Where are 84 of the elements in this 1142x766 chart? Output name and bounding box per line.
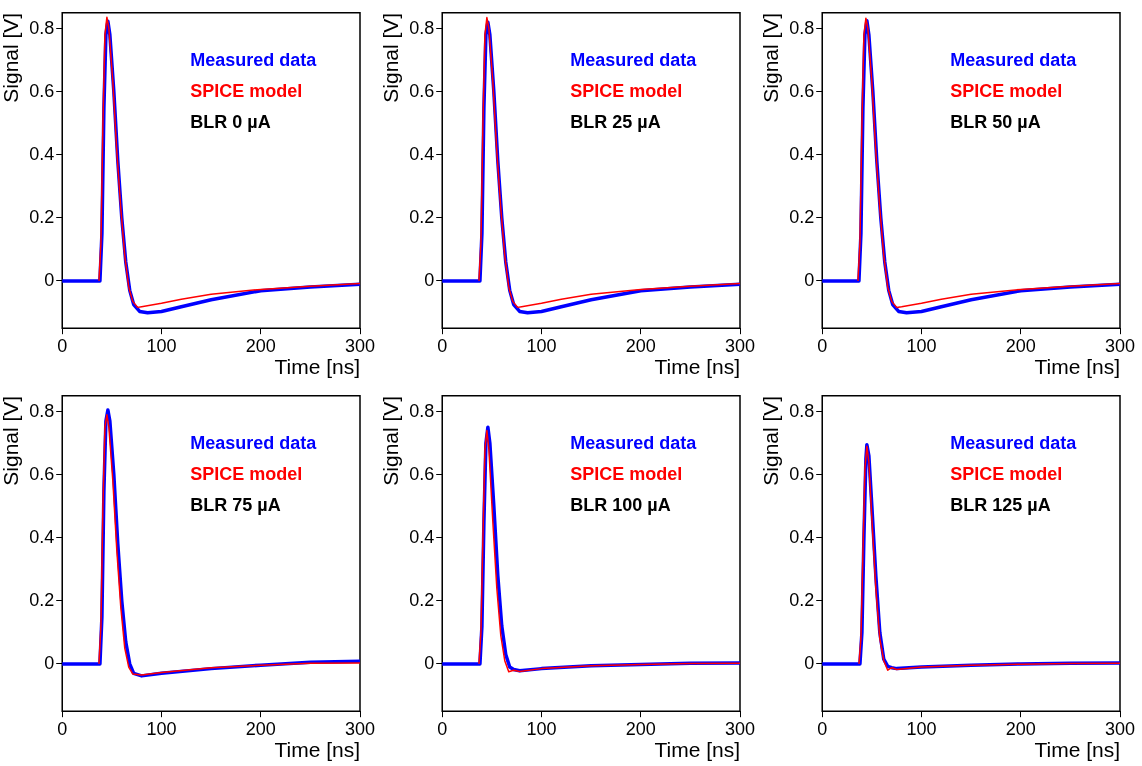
- y-tick-label: 0.8: [29, 400, 55, 421]
- y-tick-label: 0.8: [409, 17, 435, 38]
- x-axis-title: Time [ns]: [654, 355, 740, 379]
- x-tick-label: 200: [1005, 335, 1036, 356]
- y-tick-label: 0.8: [29, 17, 55, 38]
- x-axis-title: Time [ns]: [274, 355, 360, 379]
- y-tick-label: 0: [424, 269, 435, 290]
- y-tick-label: 0.2: [409, 206, 435, 227]
- y-axis-title: Signal [V]: [759, 395, 783, 486]
- text: SPICE model: [950, 80, 1063, 101]
- text: SPICE model: [190, 463, 303, 484]
- x-tick-label: 300: [344, 335, 376, 356]
- y-tick-label: 0.2: [789, 206, 815, 227]
- text: Measured data: [190, 432, 318, 453]
- annotation: BLR 0 µA: [190, 111, 271, 132]
- y-tick-label: 0.2: [409, 589, 435, 610]
- y-tick-label: 0: [44, 652, 55, 673]
- annotation: BLR 25 µA: [570, 111, 661, 132]
- text: Measured data: [190, 49, 318, 70]
- x-tick-label: 200: [245, 718, 276, 739]
- x-tick-label: 100: [526, 335, 557, 356]
- x-tick-label: 100: [146, 335, 177, 356]
- y-tick-label: 0.6: [789, 463, 815, 484]
- annotation: BLR 100 µA: [570, 494, 671, 515]
- x-tick-label: 100: [906, 335, 937, 356]
- x-tick-label: 300: [724, 335, 756, 356]
- y-axis-title: Signal [V]: [0, 395, 23, 486]
- y-tick-label: 0.4: [409, 526, 435, 547]
- y-axis-title: Signal [V]: [379, 12, 403, 103]
- x-tick-label: 300: [724, 718, 756, 739]
- x-axis-title: Time [ns]: [654, 738, 740, 762]
- y-tick-label: 0.2: [29, 206, 55, 227]
- x-axis-title: Time [ns]: [1034, 355, 1120, 379]
- y-tick-label: 0.4: [29, 143, 55, 164]
- y-tick-label: 0.6: [789, 80, 815, 101]
- x-tick-label: 0: [817, 335, 828, 356]
- x-tick-label: 0: [437, 718, 448, 739]
- x-tick-label: 200: [625, 335, 656, 356]
- x-tick-label: 300: [1104, 718, 1136, 739]
- y-tick-label: 0.2: [789, 589, 815, 610]
- text: SPICE model: [950, 463, 1063, 484]
- y-tick-label: 0.4: [789, 143, 815, 164]
- y-tick-label: 0.6: [29, 80, 55, 101]
- x-tick-label: 200: [1005, 718, 1036, 739]
- x-tick-label: 0: [57, 335, 68, 356]
- x-tick-label: 300: [344, 718, 376, 739]
- x-tick-label: 0: [437, 335, 448, 356]
- x-axis-title: Time [ns]: [1034, 738, 1120, 762]
- x-tick-label: 0: [57, 718, 68, 739]
- x-axis-title: Time [ns]: [274, 738, 360, 762]
- y-tick-label: 0.8: [409, 400, 435, 421]
- y-tick-label: 0: [804, 269, 815, 290]
- text: Measured data: [950, 432, 1078, 453]
- y-tick-label: 0.6: [409, 80, 435, 101]
- y-tick-label: 0.8: [789, 400, 815, 421]
- y-tick-label: 0.2: [29, 589, 55, 610]
- y-tick-label: 0.4: [409, 143, 435, 164]
- y-tick-label: 0.4: [789, 526, 815, 547]
- y-axis-title: Signal [V]: [0, 12, 23, 103]
- x-tick-label: 100: [906, 718, 937, 739]
- annotation: BLR 50 µA: [950, 111, 1041, 132]
- text: Measured data: [570, 432, 698, 453]
- y-tick-label: 0.8: [789, 17, 815, 38]
- annotation: BLR 75 µA: [190, 494, 281, 515]
- x-tick-label: 100: [526, 718, 557, 739]
- x-tick-label: 0: [817, 718, 828, 739]
- text: Measured data: [950, 49, 1078, 70]
- x-tick-label: 200: [625, 718, 656, 739]
- text: SPICE model: [570, 80, 683, 101]
- y-tick-label: 0: [44, 269, 55, 290]
- text: SPICE model: [190, 80, 303, 101]
- y-axis-title: Signal [V]: [759, 12, 783, 103]
- text: Measured data: [570, 49, 698, 70]
- x-tick-label: 300: [1104, 335, 1136, 356]
- y-axis-title: Signal [V]: [379, 395, 403, 486]
- x-tick-label: 100: [146, 718, 177, 739]
- text: SPICE model: [570, 463, 683, 484]
- y-tick-label: 0: [804, 652, 815, 673]
- y-tick-label: 0.4: [29, 526, 55, 547]
- y-tick-label: 0.6: [29, 463, 55, 484]
- annotation: BLR 125 µA: [950, 494, 1051, 515]
- y-tick-label: 0.6: [409, 463, 435, 484]
- x-tick-label: 200: [245, 335, 276, 356]
- y-tick-label: 0: [424, 652, 435, 673]
